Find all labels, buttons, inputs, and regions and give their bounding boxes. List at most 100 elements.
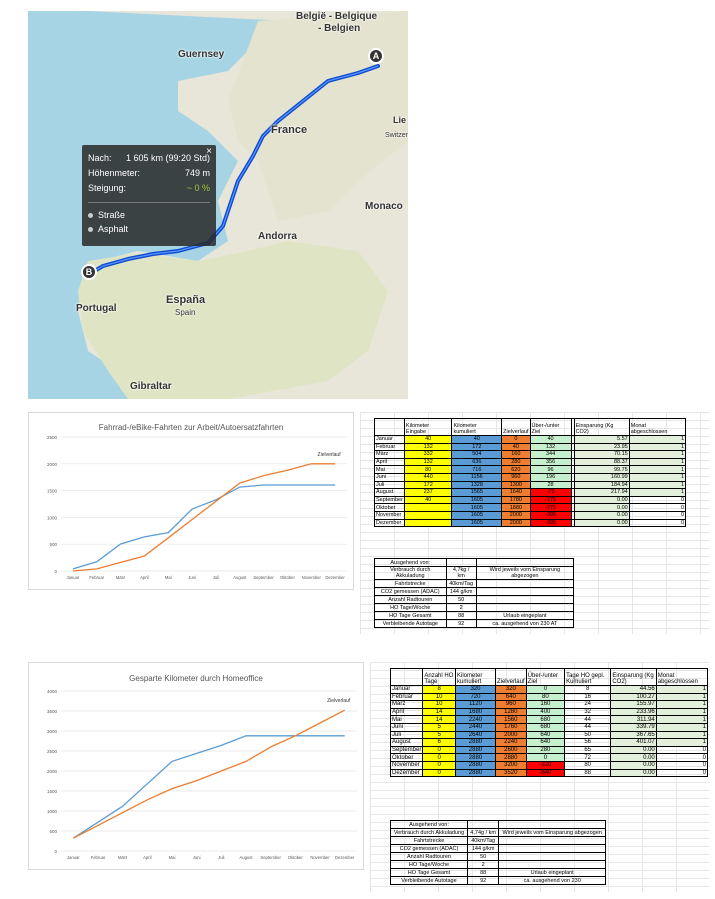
info-cell[interactable]: Verbrauch durch Akkuladung — [390, 828, 468, 837]
info-cell[interactable]: 88 — [445, 611, 477, 620]
table-cell[interactable]: 1156 — [451, 472, 503, 482]
table-cell[interactable]: 160.99 — [573, 472, 630, 482]
info-cell[interactable]: Anzahl Radtouren — [374, 595, 447, 604]
info-cell[interactable]: 50 — [466, 852, 500, 861]
table-cell[interactable]: 0.00 — [610, 745, 657, 755]
table-cell[interactable]: 0.00 — [573, 510, 630, 520]
info-cell[interactable]: HO Tage Gesamt — [374, 611, 447, 620]
table-cell[interactable]: 1 — [628, 472, 687, 482]
table-cell[interactable]: 132 — [403, 442, 453, 452]
info-cell[interactable]: Verbrauch durch Akkuladung — [374, 566, 447, 580]
table-cell[interactable]: 1 — [628, 480, 687, 490]
table-cell[interactable]: Juni — [374, 472, 405, 482]
table-cell[interactable]: 0 — [422, 745, 456, 755]
table-cell[interactable]: 40 — [403, 435, 453, 444]
table-cell[interactable]: 1 — [628, 450, 687, 459]
info-cell[interactable]: 92 — [466, 876, 500, 885]
table-cell[interactable]: 640 — [525, 730, 566, 740]
table-cell[interactable]: 344 — [529, 450, 572, 459]
table-cell[interactable]: 0 — [628, 495, 687, 505]
table-cell[interactable]: 1880 — [501, 503, 531, 512]
table-cell[interactable]: 1760 — [494, 722, 527, 732]
table-cell[interactable]: September — [374, 495, 405, 505]
table-cell[interactable]: 80 — [403, 465, 453, 474]
table-cell[interactable]: 1640 — [501, 488, 531, 497]
table-cell[interactable]: 80 — [564, 760, 612, 770]
table-cell[interactable]: 0.00 — [610, 760, 657, 770]
info-cell[interactable]: Fahrtstrecke — [374, 579, 447, 588]
info-cell[interactable]: 50 — [445, 595, 477, 604]
route-start-marker[interactable]: A — [368, 48, 384, 64]
popup-close-icon[interactable]: × — [206, 146, 212, 157]
route-map[interactable]: België - Belgique - Belgien Guernsey Fra… — [28, 11, 408, 399]
table-cell[interactable]: 2440 — [455, 722, 496, 732]
table-cell[interactable]: 14 — [422, 715, 456, 724]
table-cell[interactable]: 10 — [422, 700, 456, 709]
table-cell[interactable]: 2640 — [455, 730, 496, 740]
info-cell[interactable] — [466, 820, 500, 829]
table-cell[interactable]: 172 — [451, 442, 503, 452]
table-cell[interactable]: 10 — [422, 692, 456, 702]
table-cell[interactable]: 2240 — [455, 715, 496, 724]
table-cell[interactable]: 320 — [455, 685, 496, 694]
table-cell[interactable]: 0 — [422, 760, 456, 770]
table-cell[interactable]: 311.94 — [610, 715, 657, 724]
table-cell[interactable]: 1680 — [455, 707, 496, 717]
info-cell[interactable]: HO Tage/Woche — [390, 860, 468, 869]
table-cell[interactable]: Februar — [389, 692, 424, 702]
table-cell[interactable]: 0 — [655, 760, 709, 770]
table-cell[interactable]: 100.27 — [610, 692, 657, 702]
info-cell[interactable] — [475, 558, 575, 567]
table-cell[interactable]: 3200 — [494, 760, 527, 770]
table-cell[interactable]: 16 — [564, 692, 612, 702]
table-cell[interactable]: 184.94 — [573, 480, 630, 490]
table-cell[interactable]: 339.79 — [610, 722, 657, 732]
table-cell[interactable]: 155.97 — [610, 700, 657, 709]
table-cell[interactable]: 1 — [655, 700, 709, 709]
table-cell[interactable]: 1565 — [451, 488, 503, 497]
table-cell[interactable]: 88.37 — [573, 457, 630, 467]
table-cell[interactable]: 367.65 — [610, 730, 657, 740]
info-cell[interactable] — [498, 836, 606, 845]
info-cell[interactable] — [475, 595, 575, 604]
table-cell[interactable]: April — [374, 457, 405, 467]
table-cell[interactable]: 44 — [564, 722, 612, 732]
table-cell[interactable]: 280 — [525, 745, 566, 755]
table-cell[interactable]: -640 — [525, 768, 566, 778]
table-cell[interactable]: März — [374, 450, 405, 459]
table-cell[interactable]: Januar — [389, 685, 424, 694]
table-cell[interactable]: 23.95 — [573, 442, 630, 452]
table-cell[interactable]: 2880 — [455, 760, 496, 770]
table-cell[interactable]: 2000 — [494, 730, 527, 740]
table-cell[interactable]: 680 — [525, 715, 566, 724]
table-cell[interactable]: 2000 — [501, 518, 531, 528]
table-cell[interactable]: 1 — [628, 465, 687, 474]
table-cell[interactable]: 40 — [403, 495, 453, 505]
table-cell[interactable]: 636 — [451, 457, 503, 467]
info-cell[interactable]: 144 g/km — [466, 844, 500, 853]
table-cell[interactable]: Oktober — [374, 503, 405, 512]
info-cell[interactable]: Wird jeweils vom Einsparung abgezogen — [498, 828, 606, 837]
table-cell[interactable]: 0 — [628, 518, 687, 528]
table-cell[interactable]: 2880 — [455, 738, 496, 747]
table-cell[interactable]: 1 — [628, 442, 687, 452]
table-cell[interactable]: -175 — [529, 495, 572, 505]
table-cell[interactable]: 1 — [628, 435, 687, 444]
info-cell[interactable] — [475, 603, 575, 612]
table-cell[interactable]: 0.00 — [610, 768, 657, 778]
table-cell[interactable]: Dezember — [374, 518, 405, 528]
table-cell[interactable]: Dezember — [389, 768, 424, 778]
table-cell[interactable]: 160 — [525, 700, 566, 709]
table-cell[interactable]: 960 — [494, 700, 527, 709]
info-cell[interactable]: 92 — [445, 619, 477, 628]
table-cell[interactable]: September — [389, 745, 424, 755]
info-cell[interactable]: HO Tage/Woche — [374, 603, 447, 612]
table-cell[interactable]: 1605 — [451, 510, 503, 520]
info-cell[interactable] — [498, 844, 606, 853]
table-cell[interactable]: 160 — [501, 450, 531, 459]
table-cell[interactable]: November — [374, 510, 405, 520]
table-cell[interactable]: 0 — [525, 753, 566, 762]
table-cell[interactable]: 80 — [525, 692, 566, 702]
table-cell[interactable]: 2240 — [494, 738, 527, 747]
table-cell[interactable]: 40 — [501, 442, 531, 452]
